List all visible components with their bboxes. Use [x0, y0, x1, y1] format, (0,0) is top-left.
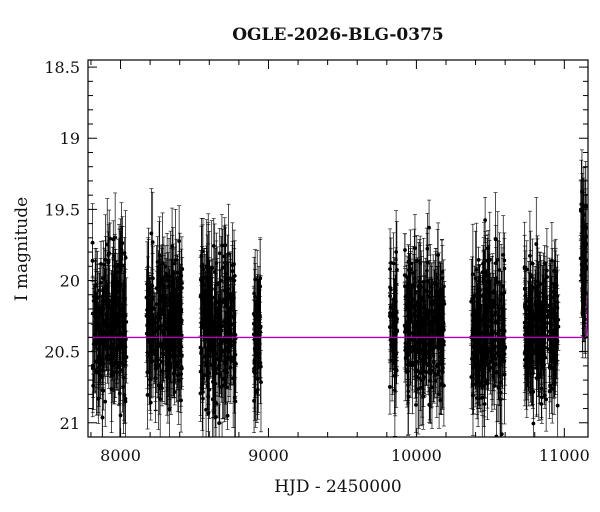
y-tick-label: 18.5 [44, 58, 80, 77]
data-point [252, 269, 257, 325]
data-point [91, 373, 96, 398]
y-tick-label: 20 [60, 272, 80, 291]
data-point [100, 344, 105, 385]
data-point [162, 304, 167, 404]
data-point [393, 258, 398, 318]
data-point [160, 244, 165, 283]
y-tick-label: 19.5 [44, 200, 80, 219]
data-point [251, 355, 256, 388]
data-point [120, 286, 125, 344]
data-point [214, 291, 219, 371]
data-point [123, 373, 128, 424]
data-point [230, 240, 235, 302]
data-point [165, 294, 170, 388]
x-tick-label: 10000 [391, 446, 442, 465]
data-point [200, 276, 205, 323]
data-point [403, 233, 408, 267]
data-point [200, 347, 205, 431]
chart-title: OGLE-2026-BLG-0375 [232, 25, 444, 45]
x-tick-label: 8000 [100, 446, 141, 465]
data-point [223, 227, 228, 263]
data-point [231, 301, 236, 383]
data-point [169, 289, 174, 355]
data-point [217, 228, 222, 279]
y-axis-label: I magnitude [12, 197, 32, 301]
data-point [213, 392, 218, 437]
data-point [109, 272, 114, 365]
data-point [96, 334, 101, 385]
x-tick-label: 9000 [248, 446, 289, 465]
data-point [172, 378, 177, 406]
data-point [103, 376, 108, 427]
data-point [258, 276, 263, 379]
x-axis-label: HJD - 2450000 [274, 477, 402, 497]
data-point [173, 343, 178, 368]
data-point [118, 375, 123, 437]
data-point [220, 307, 225, 345]
data-point [215, 314, 220, 405]
data-point [388, 237, 393, 289]
data-point [209, 269, 214, 367]
data-point [225, 263, 230, 320]
data-point [388, 304, 393, 351]
data-point [220, 228, 225, 307]
data-point [105, 198, 110, 291]
data-point [390, 343, 395, 377]
data-point [163, 252, 168, 281]
data-point [206, 224, 211, 317]
data-point [173, 209, 178, 312]
data-point [212, 328, 217, 411]
axis-ticks: 8000 9000 10000 11000 18.5 19 19.5 20 20.5 21 [44, 58, 589, 465]
data-point [201, 303, 206, 336]
data-point [106, 297, 111, 350]
data-point [108, 303, 113, 349]
data-point [110, 258, 115, 329]
data-point [101, 298, 106, 343]
data-point [179, 268, 184, 298]
data-point [391, 323, 396, 358]
photometry-points [90, 149, 588, 437]
data-point [224, 354, 229, 420]
data-point [161, 295, 166, 324]
data-point [394, 357, 399, 385]
y-tick-label: 19 [60, 129, 80, 148]
data-point [122, 254, 127, 344]
data-point [117, 306, 122, 358]
data-point [206, 361, 211, 432]
data-point [145, 265, 150, 316]
data-point [228, 251, 233, 337]
data-point [217, 325, 222, 424]
data-point [252, 328, 257, 409]
data-point [225, 401, 230, 430]
data-point [170, 227, 175, 317]
data-point [122, 237, 127, 270]
data-point [145, 355, 150, 390]
data-point [255, 250, 260, 353]
data-point [93, 258, 98, 347]
data-point [167, 282, 172, 383]
data-point [113, 273, 118, 370]
data-point [175, 254, 180, 291]
data-point [177, 319, 182, 402]
data-point [102, 267, 107, 317]
y-tick-label: 21 [60, 414, 80, 433]
data-point [220, 421, 225, 437]
data-point [199, 225, 204, 286]
data-point [112, 260, 117, 302]
data-point [144, 281, 149, 314]
data-point [231, 280, 236, 333]
y-tick-label: 20.5 [44, 343, 80, 362]
data-point [158, 267, 163, 369]
data-point [172, 246, 177, 281]
data-point [90, 203, 95, 283]
data-point [103, 214, 108, 306]
data-point [104, 341, 109, 371]
data-point [211, 218, 216, 274]
data-point [103, 320, 108, 371]
x-tick-label: 11000 [539, 446, 590, 465]
data-point [98, 352, 103, 400]
